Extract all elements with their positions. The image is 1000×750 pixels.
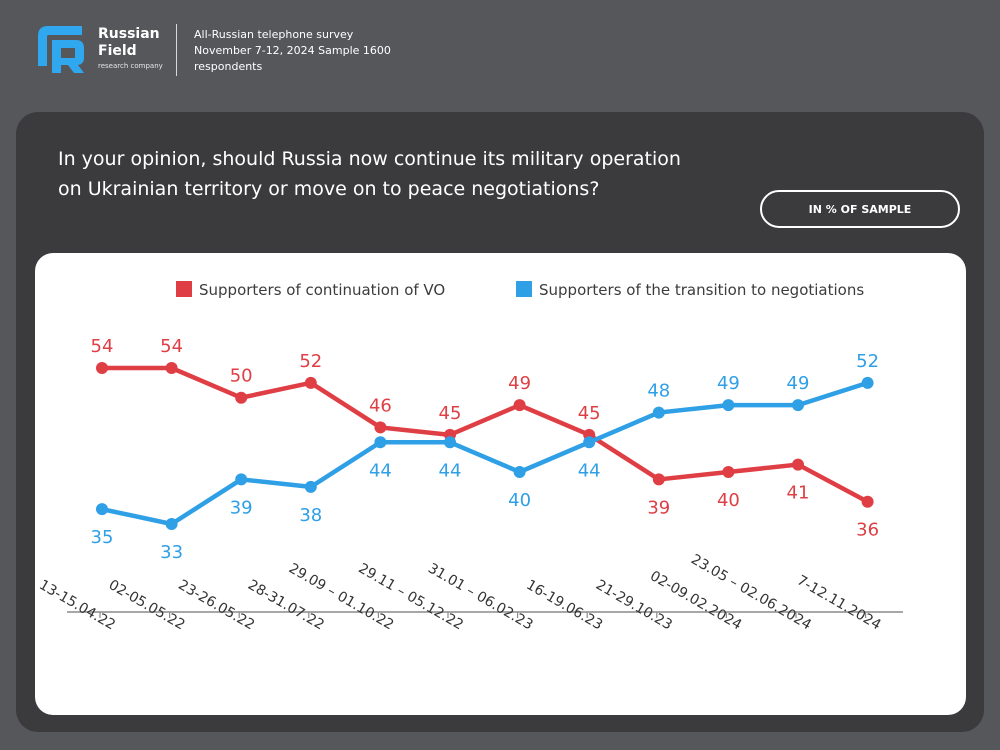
data-label: 49 <box>717 373 740 394</box>
data-label: 45 <box>578 403 601 424</box>
data-point <box>583 436 596 449</box>
brand-subtitle: research company <box>98 62 163 70</box>
header-divider <box>176 24 177 76</box>
header: Russian Field research company All-Russi… <box>0 0 1000 100</box>
data-label: 48 <box>647 381 670 402</box>
data-label: 52 <box>856 351 879 372</box>
data-point <box>861 495 874 508</box>
data-point <box>722 466 735 478</box>
data-point <box>235 473 248 486</box>
unit-badge: IN % OF SAMPLE <box>760 190 960 228</box>
data-point <box>304 376 317 389</box>
data-point <box>235 391 248 404</box>
data-point <box>165 362 178 374</box>
data-label: 39 <box>230 497 253 518</box>
data-point <box>374 436 387 449</box>
data-label: 54 <box>160 336 183 357</box>
data-label: 46 <box>369 395 392 416</box>
data-point <box>513 466 526 478</box>
data-label: 40 <box>508 490 531 511</box>
data-point <box>304 480 317 493</box>
data-label: 50 <box>230 366 253 387</box>
data-label: 52 <box>299 351 322 372</box>
data-point <box>96 503 108 516</box>
legend-swatch-0 <box>176 281 192 297</box>
data-label: 49 <box>787 373 810 394</box>
data-label: 54 <box>91 336 114 357</box>
data-point <box>374 421 387 434</box>
data-point <box>96 362 108 374</box>
x-tick-label: 16-19.06.23 <box>523 577 605 633</box>
x-tick-label: 13-15.04.22 <box>36 577 118 633</box>
russian-field-logo-icon <box>38 26 84 73</box>
data-point <box>792 458 804 471</box>
data-label: 44 <box>369 460 392 481</box>
data-point <box>652 473 665 486</box>
data-label: 45 <box>439 403 462 424</box>
survey-info: All-Russian telephone survey November 7-… <box>194 28 391 73</box>
line-chart: Supporters of continuation of VO Supporte… <box>36 281 903 634</box>
data-label: 35 <box>91 527 114 548</box>
data-label: 39 <box>647 497 670 518</box>
brand-name: Russian Field <box>98 26 160 59</box>
data-point <box>792 399 804 412</box>
legend-label-0: Supporters of continuation of VO <box>199 281 445 299</box>
x-tick-label: 02-05.05.22 <box>106 577 188 633</box>
data-point <box>444 436 456 449</box>
series-line-0 <box>99 365 870 504</box>
data-point <box>722 399 735 412</box>
data-label: 36 <box>856 520 879 541</box>
data-point <box>165 518 178 530</box>
data-label: 33 <box>160 542 183 563</box>
legend-label-1: Supporters of the transition to negotiat… <box>539 281 864 299</box>
series-line-1 <box>99 380 870 527</box>
data-point <box>861 376 874 389</box>
data-label: 38 <box>299 505 322 526</box>
data-point <box>513 399 526 412</box>
chart-card: Supporters of continuation of VO Supporte… <box>35 253 966 715</box>
x-tick-label: 23-26.05.22 <box>175 577 257 633</box>
question-title: In your opinion, should Russia now conti… <box>58 148 681 200</box>
data-label: 41 <box>787 483 810 504</box>
data-label: 49 <box>508 373 531 394</box>
data-point <box>652 406 665 419</box>
data-label: 44 <box>578 460 601 481</box>
x-tick-label: 23.05 – 02.06.2024 <box>688 552 814 634</box>
legend-swatch-1 <box>516 281 532 297</box>
data-label: 40 <box>717 490 740 511</box>
data-label: 44 <box>439 460 462 481</box>
